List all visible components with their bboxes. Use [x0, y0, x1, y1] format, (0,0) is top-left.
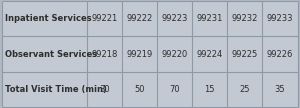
Text: 70: 70: [169, 85, 180, 94]
Text: 99231: 99231: [196, 14, 223, 23]
Bar: [192, 1, 227, 36]
Text: 50: 50: [134, 85, 145, 94]
Text: 99222: 99222: [126, 14, 152, 23]
Bar: [122, 36, 157, 72]
Bar: [157, 36, 192, 72]
Bar: [262, 72, 298, 107]
Text: 30: 30: [99, 85, 110, 94]
Text: 99233: 99233: [267, 14, 293, 23]
Bar: [262, 1, 298, 36]
Text: 15: 15: [204, 85, 215, 94]
Text: 99223: 99223: [161, 14, 188, 23]
Text: 99218: 99218: [91, 49, 117, 59]
Bar: [227, 36, 262, 72]
Bar: [2, 36, 87, 72]
Text: 99225: 99225: [232, 49, 258, 59]
Bar: [122, 72, 157, 107]
Bar: [2, 1, 87, 36]
Text: 25: 25: [240, 85, 250, 94]
Bar: [192, 72, 227, 107]
Bar: [157, 1, 192, 36]
Bar: [192, 36, 227, 72]
Bar: [157, 72, 192, 107]
Text: 99226: 99226: [267, 49, 293, 59]
Text: 99232: 99232: [232, 14, 258, 23]
Text: Total Visit Time (min): Total Visit Time (min): [5, 85, 107, 94]
Bar: [227, 1, 262, 36]
Bar: [87, 36, 122, 72]
Text: 99219: 99219: [126, 49, 152, 59]
Text: 35: 35: [275, 85, 285, 94]
Bar: [262, 36, 298, 72]
Text: Observant Services: Observant Services: [5, 49, 97, 59]
Bar: [87, 1, 122, 36]
Text: 99221: 99221: [91, 14, 117, 23]
Bar: [87, 72, 122, 107]
Bar: [2, 72, 87, 107]
Text: Inpatient Services: Inpatient Services: [5, 14, 91, 23]
Text: 99220: 99220: [161, 49, 188, 59]
Bar: [122, 1, 157, 36]
Text: 99224: 99224: [196, 49, 223, 59]
Bar: [227, 72, 262, 107]
